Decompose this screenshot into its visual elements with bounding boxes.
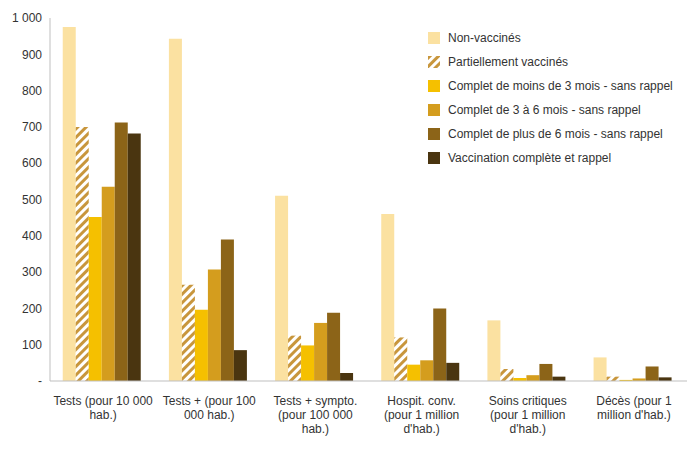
html-text:Complet de moins de 3 mois - s: Complet de moins de 3 mois - sans rappel xyxy=(448,79,673,93)
svg-text:500: 500 xyxy=(22,193,42,207)
svg-text:300: 300 xyxy=(22,265,42,279)
svg-text:100: 100 xyxy=(22,338,42,352)
svg-text:Tests + sympto.(pour 100 000ha: Tests + sympto.(pour 100 000hab.) xyxy=(274,394,358,436)
svg-text:600: 600 xyxy=(22,156,42,170)
svg-text:900: 900 xyxy=(22,48,42,62)
svg-text:700: 700 xyxy=(22,120,42,134)
svg-text:400: 400 xyxy=(22,229,42,243)
svg-text:Tests (pour 10 000hab.): Tests (pour 10 000hab.) xyxy=(53,394,153,422)
html-text:Vaccination complète et rappel: Vaccination complète et rappel xyxy=(448,151,612,165)
html-text:Partiellement vaccinés: Partiellement vaccinés xyxy=(448,55,569,69)
html-text:Complet de plus de 6 mois - sa: Complet de plus de 6 mois - sans rappel xyxy=(448,127,663,141)
svg-text:200: 200 xyxy=(22,302,42,316)
svg-text:Tests + (pour 100000 hab.): Tests + (pour 100000 hab.) xyxy=(163,394,256,422)
svg-text:Décès (pour 1million d'hab.): Décès (pour 1million d'hab.) xyxy=(596,394,672,422)
svg-text:Hospit. conv.(pour 1 milliond': Hospit. conv.(pour 1 milliond'hab.) xyxy=(384,394,459,436)
html-text:Non-vaccinés: Non-vaccinés xyxy=(448,31,521,45)
svg-text:Soins critiques(pour 1 million: Soins critiques(pour 1 milliond'hab.) xyxy=(489,394,567,436)
svg-text:1 000: 1 000 xyxy=(12,11,42,25)
svg-text:-: - xyxy=(38,374,42,388)
svg-text:800: 800 xyxy=(22,84,42,98)
html-text:Complet de 3 à 6 mois - sans r: Complet de 3 à 6 mois - sans rappel xyxy=(448,103,641,117)
